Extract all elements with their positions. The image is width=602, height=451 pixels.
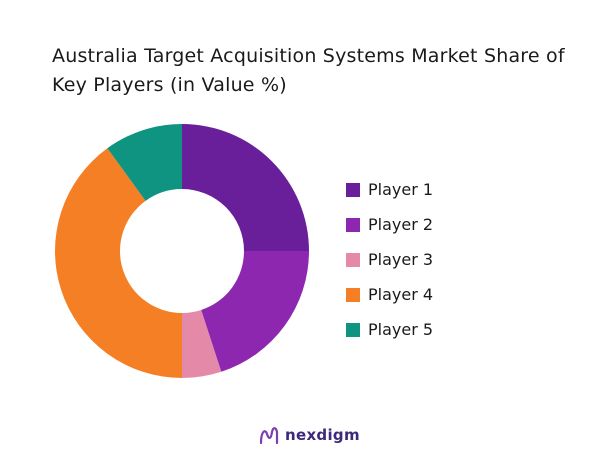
legend-swatch-player-2 — [346, 217, 360, 232]
brand-footer: nexdigm — [258, 424, 360, 446]
donut-slices — [54, 124, 309, 378]
slice-player-1 — [182, 124, 309, 251]
legend-label-player-4: Player 4 — [368, 285, 434, 304]
legend-swatch-player-5 — [346, 322, 360, 337]
legend-item-player-1: Player 1 — [346, 172, 433, 207]
chart-title-line-2: Key Players (in Value %) — [52, 74, 287, 96]
chart-title-line-1: Australia Target Acquisition Systems Mar… — [52, 45, 565, 67]
legend-label-player-5: Player 5 — [368, 320, 434, 339]
slice-player-5 — [107, 124, 182, 201]
legend-swatch-player-1 — [346, 182, 360, 197]
legend-label-player-2: Player 2 — [368, 215, 434, 234]
legend-swatch-player-3 — [346, 252, 360, 267]
legend-item-player-4: Player 4 — [346, 277, 433, 312]
legend-item-player-5: Player 5 — [346, 312, 433, 347]
legend-label-player-3: Player 3 — [368, 250, 434, 269]
brand-name: nexdigm — [285, 426, 360, 444]
slice-player-2 — [201, 251, 309, 372]
legend-swatch-player-4 — [346, 287, 360, 302]
legend-item-player-2: Player 2 — [346, 207, 433, 242]
slice-player-4 — [54, 148, 182, 378]
chart-legend: Player 1 Player 2 Player 3 Player 4 Player 5 — [346, 172, 433, 347]
slice-player-3 — [182, 309, 222, 378]
legend-item-player-3: Player 3 — [346, 242, 433, 277]
legend-label-player-1: Player 1 — [368, 180, 434, 199]
nexdigm-logo-icon — [259, 427, 279, 445]
chart-title: Australia Target Acquisition Systems Mar… — [52, 42, 582, 100]
